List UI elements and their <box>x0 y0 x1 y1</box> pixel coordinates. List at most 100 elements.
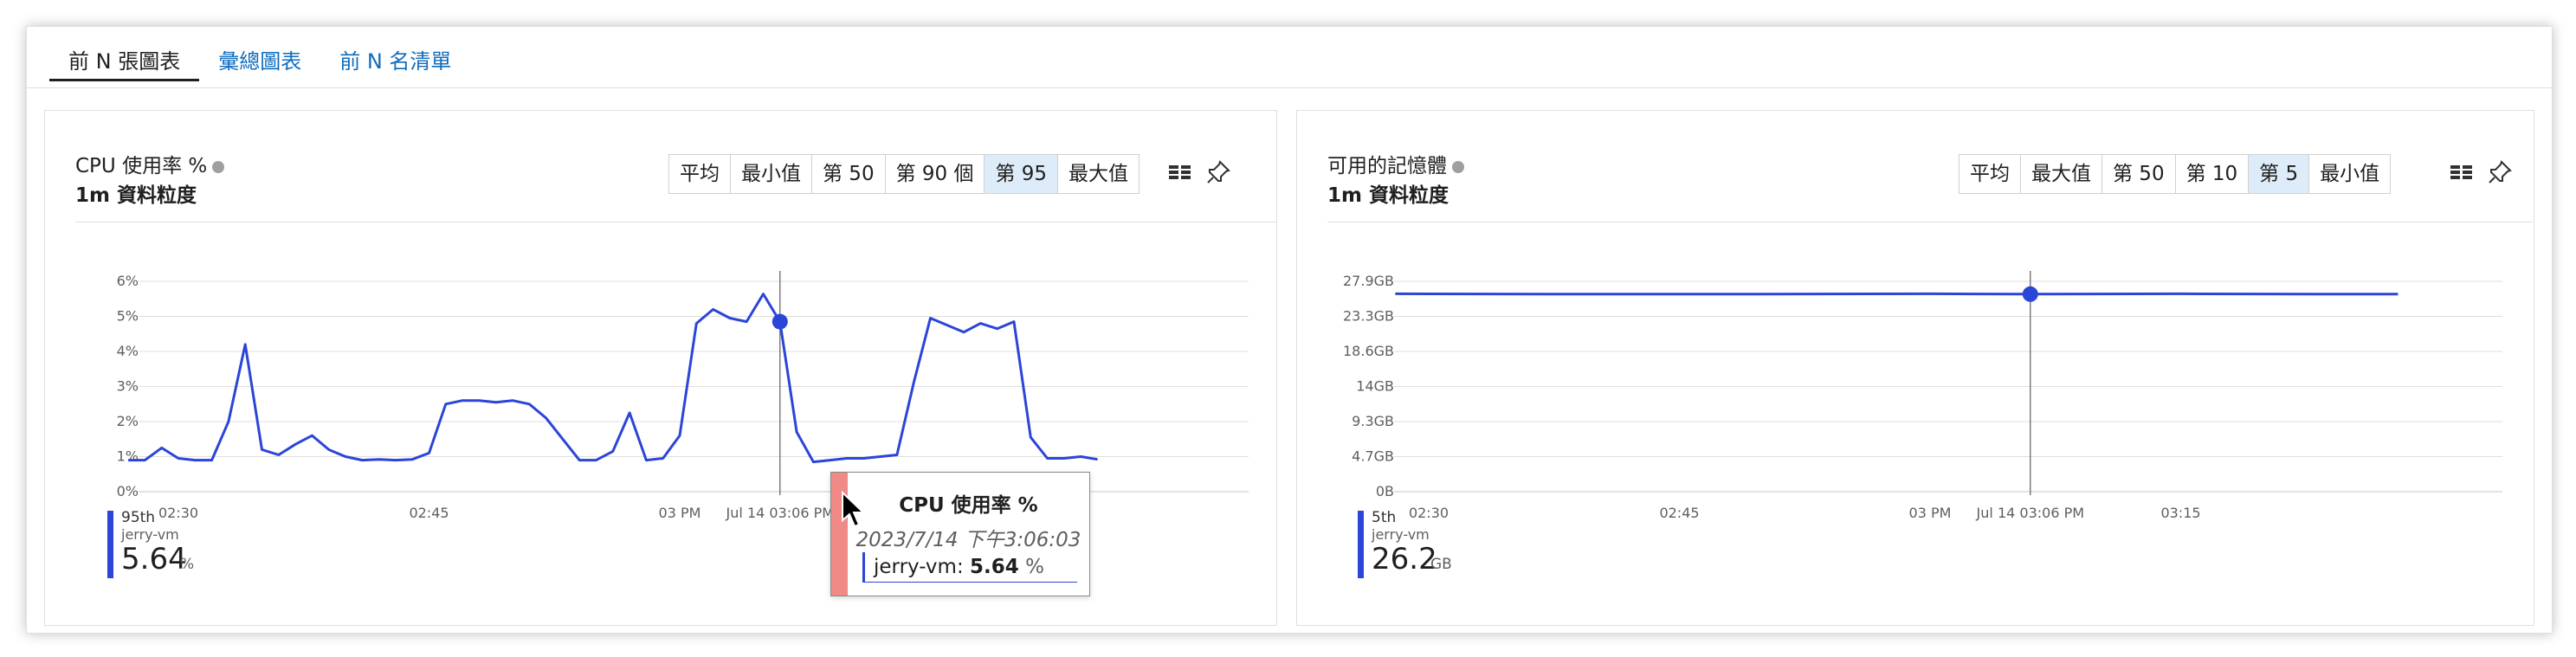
info-icon[interactable] <box>212 160 225 173</box>
data-point <box>311 435 313 437</box>
legend-percentile: 5th <box>1372 509 1397 526</box>
cpu-granularity: 1m 資料粒度 <box>75 184 197 207</box>
data-point <box>2397 293 2399 295</box>
y-tick-label: 6% <box>117 273 139 289</box>
data-point <box>595 459 597 461</box>
data-point <box>411 458 414 461</box>
data-point <box>578 459 581 461</box>
data-point <box>345 455 347 458</box>
memory-line-chart[interactable]: 0B 4.7GB 9.3GB 14GB 18.6GB 23.3GB 27.9GB 02:30 0… <box>1297 111 2534 544</box>
data-point <box>862 457 865 460</box>
data-point <box>946 324 948 326</box>
data-point <box>1595 293 1598 295</box>
tooltip-value: 5.64 <box>970 556 1019 578</box>
y-tick-label: 14GB <box>1356 378 1394 395</box>
data-point <box>662 457 664 460</box>
data-point <box>178 457 180 460</box>
cpu-line-chart[interactable]: 0% 1% 2% 3% 4% 5% 6% 02:30 02:45 03 PM Jul 14 03:0… <box>45 111 1276 544</box>
data-point <box>478 399 481 402</box>
series-color-bar <box>1358 511 1364 578</box>
data-point <box>895 454 898 456</box>
memory-aggregation-selector: 平均 最大值 第 50 第 10 第 5 最小值 <box>1959 154 2392 194</box>
data-point <box>979 322 982 325</box>
tooltip-unit: % <box>1025 556 1044 578</box>
tooltip-timestamp: 2023/7/14 下午3:06:03 <box>855 529 1081 551</box>
data-point <box>712 308 714 311</box>
cpu-series-line <box>128 293 1098 464</box>
tab-bar: 前 N 張圖表 彙總圖表 前 N 名清單 <box>49 44 470 84</box>
data-point <box>2347 293 2349 295</box>
y-tick-label: 2% <box>117 413 139 429</box>
tooltip-series-name: jerry-vm: <box>874 556 964 578</box>
agg-average-button[interactable]: 平均 <box>669 155 731 193</box>
data-point <box>812 461 815 463</box>
x-tick-label: 02:30 <box>1409 505 1449 521</box>
y-tick-label: 0% <box>117 483 139 499</box>
data-point <box>996 327 998 330</box>
data-point <box>1929 293 1932 295</box>
data-point <box>629 411 631 414</box>
data-point <box>494 401 497 403</box>
cpu-title-text: CPU 使用率 % <box>75 155 208 177</box>
legend-resource: jerry-vm <box>121 526 179 543</box>
data-point <box>879 455 881 458</box>
tab-summary-charts[interactable]: 彙總圖表 <box>218 49 302 74</box>
pin-icon[interactable] <box>2487 159 2513 185</box>
cpu-chart-title: CPU 使用率 % <box>75 149 225 178</box>
data-point <box>244 343 247 345</box>
data-point <box>361 459 364 461</box>
agg-p95-button[interactable]: 第 95 <box>985 155 1059 193</box>
memory-chart-title: 可用的記憶體 <box>1327 149 1464 178</box>
x-tick-label: 02:45 <box>409 505 449 521</box>
data-point <box>645 459 648 461</box>
data-point <box>512 399 514 402</box>
x-tick-label: Jul 14 03:06 PM <box>726 505 834 521</box>
y-tick-label: 23.3GB <box>1343 308 1394 325</box>
data-point <box>796 431 798 434</box>
data-point <box>394 459 397 461</box>
legend-percentile: 95th <box>121 509 156 526</box>
y-tick-label: 4% <box>117 343 139 359</box>
cpu-chart-panel: CPU 使用率 % 1m 資料粒度 平均 最小值 第 50 第 90 個 第 9… <box>44 110 1277 626</box>
grid-icon[interactable] <box>2449 159 2475 185</box>
legend-unit: GB <box>1430 556 1452 573</box>
metrics-workspace: 前 N 張圖表 彙總圖表 前 N 名清單 CPU 使用率 % 1m 資料粒度 平… <box>26 26 2553 634</box>
y-tick-label: 9.3GB <box>1352 413 1394 429</box>
chart-tooltip: CPU 使用率 % 2023/7/14 下午3:06:03 jerry-vm: … <box>830 472 1090 596</box>
agg-p50-button[interactable]: 第 50 <box>812 155 886 193</box>
data-point <box>194 459 197 461</box>
y-tick-label: 1% <box>117 448 139 465</box>
agg-max-button[interactable]: 最大值 <box>2021 155 2102 193</box>
cpu-aggregation-selector: 平均 最小值 第 50 第 90 個 第 95 最大值 <box>668 154 1140 194</box>
agg-max-button[interactable]: 最大值 <box>1068 163 1129 185</box>
memory-granularity: 1m 資料粒度 <box>1327 184 1449 207</box>
data-point <box>144 459 146 461</box>
data-point <box>444 403 447 405</box>
data-point <box>378 458 380 461</box>
agg-p10-button[interactable]: 第 10 <box>2176 155 2250 193</box>
agg-p50-button[interactable]: 第 50 <box>2102 155 2176 193</box>
data-point <box>611 450 614 453</box>
data-point <box>1394 293 1397 295</box>
data-point <box>277 454 280 456</box>
tab-divider <box>27 87 2552 88</box>
x-tick-label: Jul 14 03:06 PM <box>1976 505 2084 521</box>
data-point <box>746 320 748 323</box>
highlighted-data-point <box>772 313 788 330</box>
data-point <box>762 293 765 295</box>
grid-icon[interactable] <box>1167 159 1193 185</box>
data-point <box>1762 293 1765 295</box>
data-point <box>294 443 297 446</box>
agg-p90-button[interactable]: 第 90 個 <box>886 155 985 193</box>
data-point <box>127 459 130 461</box>
info-icon[interactable] <box>1452 160 1464 173</box>
agg-min-button[interactable]: 最小值 <box>2320 163 2380 185</box>
agg-average-button[interactable]: 平均 <box>1959 155 2021 193</box>
agg-p5-button[interactable]: 第 5 <box>2249 155 2310 193</box>
pin-icon[interactable] <box>1205 159 1231 185</box>
x-tick-label: 03 PM <box>1909 505 1952 521</box>
tab-top-n-charts[interactable]: 前 N 張圖表 <box>49 44 200 81</box>
tab-top-n-list[interactable]: 前 N 名清單 <box>339 49 452 74</box>
agg-min-button[interactable]: 最小值 <box>731 155 812 193</box>
legend-value: 5.64 <box>121 542 187 576</box>
